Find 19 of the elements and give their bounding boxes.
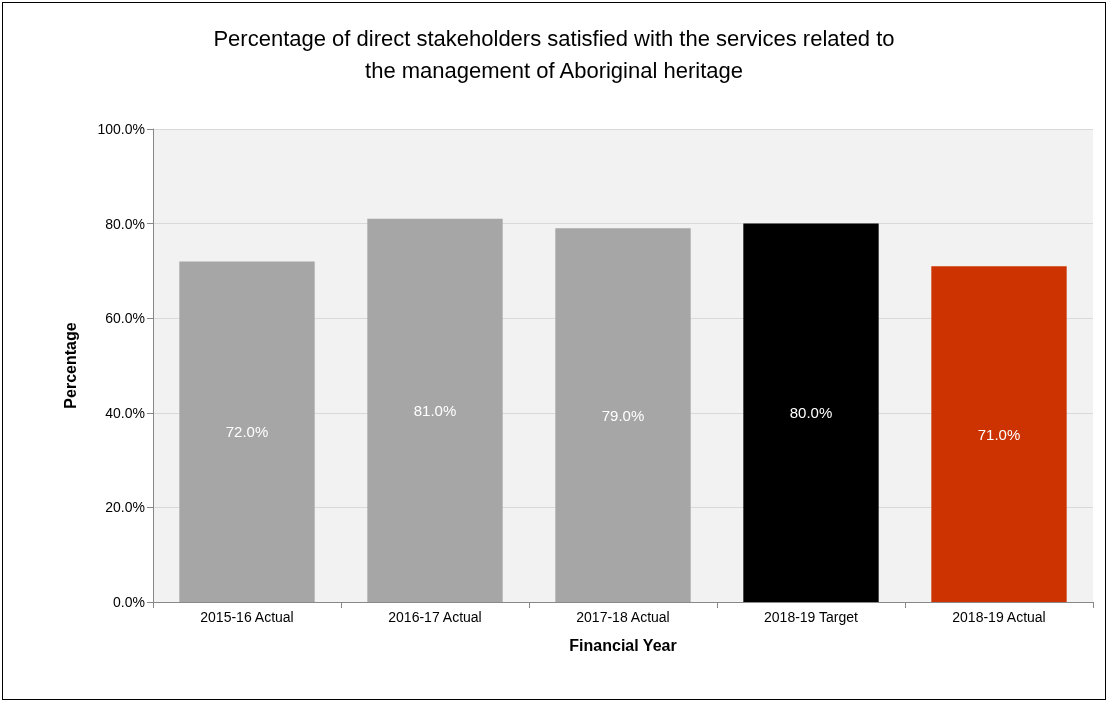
y-tick-label: 100.0% <box>97 121 145 137</box>
data-label: 80.0% <box>789 404 833 422</box>
x-tick-label: 2016-17 Actual <box>388 609 482 625</box>
chart-title: Percentage of direct stakeholders satisfied with the services related to the management of Aboriginal heritage <box>213 25 895 83</box>
x-tick-label: 2018-19 Actual <box>952 609 1046 625</box>
y-tick-label: 60.0% <box>105 310 145 327</box>
data-label: 79.0% <box>601 406 645 424</box>
y-tick-label: 80.0% <box>105 215 145 232</box>
data-label: 71.0% <box>977 425 1021 443</box>
y-tick-label: 40.0% <box>105 404 145 421</box>
data-label: 72.0% <box>225 423 269 441</box>
y-tick-label: 20.0% <box>105 499 145 516</box>
x-axis-title: Financial Year <box>569 636 677 654</box>
x-tick-label: 2015-16 Actual <box>200 609 294 625</box>
x-tick-label: 2018-19 Target <box>764 609 859 625</box>
y-axis-title: Percentage <box>61 322 79 409</box>
y-tick-label: 0.0% <box>113 594 145 610</box>
data-label: 81.0% <box>413 401 457 419</box>
x-tick-label: 2017-18 Actual <box>576 609 670 625</box>
